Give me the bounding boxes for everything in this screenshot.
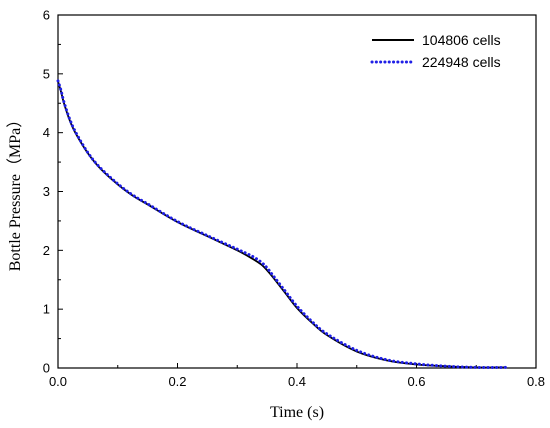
x-axis: 0.0 0.2 0.4 0.6 0.8 [49,363,545,389]
y-tick-label: 2 [43,243,50,258]
y-tick-label: 1 [43,302,50,317]
series-line-2 [56,79,508,369]
y-tick-label: 6 [43,8,50,23]
legend: 104806 cells 224948 cells [370,32,501,70]
x-tick-label: 0.6 [407,374,425,389]
x-axis-title: Time (s) [270,404,324,421]
x-tick-label: 0.8 [527,374,545,389]
legend-label-1: 104806 cells [422,32,501,48]
y-tick-label: 5 [43,66,50,81]
x-tick-label: 0.0 [49,374,67,389]
x-tick-label: 0.2 [168,374,186,389]
y-tick-label: 0 [43,361,50,376]
series-line-1 [57,81,507,369]
y-tick-label: 3 [43,184,50,199]
x-tick-label: 0.4 [288,374,306,389]
y-tick-label: 4 [43,125,50,140]
y-axis: 0 1 2 3 4 5 6 [43,8,63,376]
legend-label-2: 224948 cells [422,54,501,70]
y-axis-title: Bottle Pressure（MPa） [6,112,24,272]
series-layer [56,79,508,369]
